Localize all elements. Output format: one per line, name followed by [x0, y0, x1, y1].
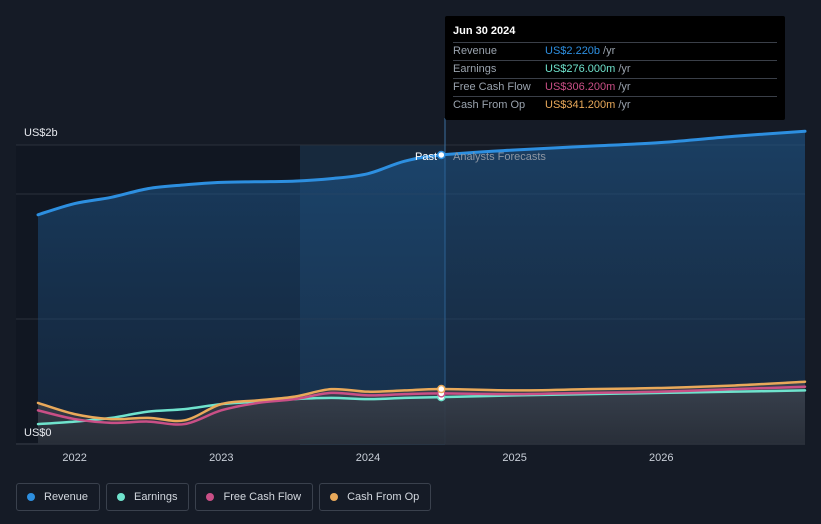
x-axis: 2022 2023 2024 2025 2026	[62, 452, 673, 464]
tooltip-unit: /yr	[618, 81, 631, 93]
tooltip-date: Jun 30 2024	[453, 22, 777, 43]
tooltip-name: Earnings	[453, 63, 497, 75]
legend-item-free-cash-flow[interactable]: Free Cash Flow	[195, 483, 314, 511]
tooltip-row-free-cash-flow: Free Cash Flow US$306.200m /yr	[453, 79, 777, 97]
tooltip-row-cash-from-op: Cash From Op US$341.200m /yr	[453, 97, 777, 114]
cash-from-op-marker	[437, 384, 446, 394]
legend-label: Free Cash Flow	[223, 491, 302, 503]
legend-dot-icon	[117, 493, 126, 501]
series-fills	[38, 131, 805, 445]
y-axis-tick-bottom: US$0	[24, 427, 52, 439]
tooltip-name: Revenue	[453, 45, 498, 57]
revenue-marker	[437, 150, 446, 160]
tooltip-unit: /yr	[603, 45, 616, 57]
tooltip-value: US$2.220b	[545, 45, 601, 57]
tooltip-name: Free Cash Flow	[453, 81, 531, 93]
series-lines	[36, 129, 807, 426]
legend-item-earnings[interactable]: Earnings	[106, 483, 190, 511]
tooltip-row-revenue: Revenue US$2.220b /yr	[453, 43, 777, 61]
y-axis-tick-top: US$2b	[24, 127, 58, 139]
legend-dot-icon	[27, 493, 35, 501]
x-axis-tick-label: 2022	[62, 452, 86, 464]
x-axis-tick-label: 2023	[209, 452, 233, 464]
tooltip-value: US$306.200m	[545, 81, 616, 93]
revenue-line	[36, 129, 807, 217]
free-cash-flow-line	[36, 385, 807, 426]
tooltip-unit: /yr	[618, 99, 631, 111]
legend-dot-icon	[206, 493, 215, 501]
revenue-area	[38, 131, 805, 445]
legend-dot-icon	[330, 493, 339, 501]
legend-label: Earnings	[134, 491, 178, 503]
cash-flow-area	[38, 381, 805, 444]
legend: Revenue Earnings Free Cash Flow Cash Fro…	[16, 483, 432, 511]
tooltip-unit: /yr	[618, 63, 631, 75]
tooltip-value: US$276.000m	[545, 63, 616, 75]
legend-label: Revenue	[44, 491, 89, 503]
x-axis-tick-label: 2025	[502, 452, 526, 464]
series-markers	[437, 150, 446, 402]
legend-label: Cash From Op	[347, 491, 420, 503]
legend-item-revenue[interactable]: Revenue	[16, 483, 101, 511]
tooltip-value: US$341.200m	[545, 99, 616, 111]
tooltip-row-earnings: Earnings US$276.000m /yr	[453, 61, 777, 79]
past-label: Past	[415, 151, 437, 163]
legend-item-cash-from-op[interactable]: Cash From Op	[319, 483, 432, 511]
x-axis-tick-label: 2026	[649, 452, 673, 464]
forecast-label: Analysts Forecasts	[453, 151, 546, 163]
cash-from-op-line	[36, 380, 807, 423]
tooltip-name: Cash From Op	[453, 99, 526, 111]
tooltip: Jun 30 2024 Revenue US$2.220b /yr Earnin…	[445, 16, 785, 120]
x-axis-tick-label: 2024	[356, 452, 380, 464]
